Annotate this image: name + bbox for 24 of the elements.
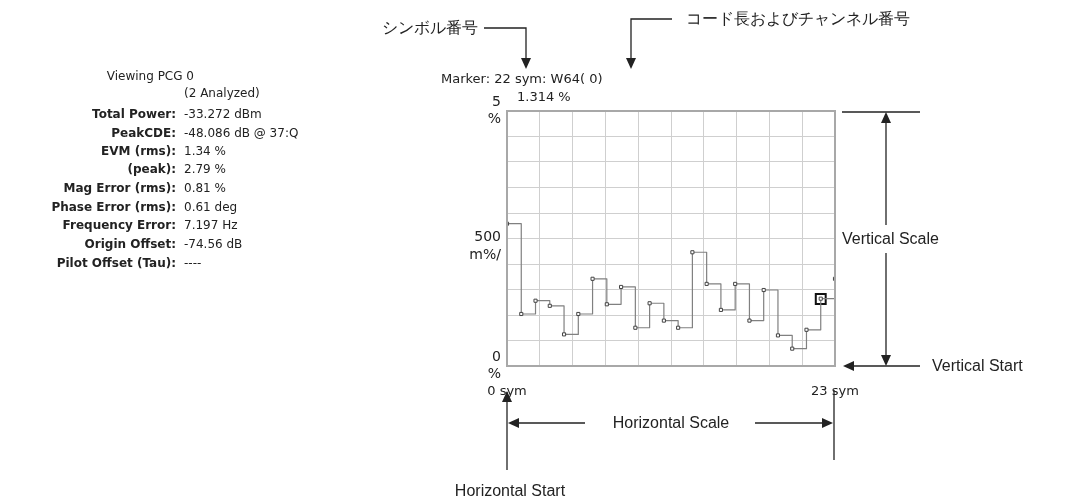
text: 500 m%/	[469, 228, 501, 263]
text: Frequency Error: 7.197 Hz	[62, 218, 238, 232]
text: Vertical Start	[932, 357, 1023, 374]
text: EVM (rms): 1.34 %	[101, 144, 226, 158]
text: Mag Error (rms): 0.81 %	[63, 181, 226, 195]
y-tick-label: 5 %	[487, 93, 501, 127]
text: Viewing PCG 0	[106, 69, 194, 83]
x-tick-label: 23 sym	[811, 383, 859, 399]
text: Total Power: -33.272 dBm	[92, 107, 262, 121]
text: Marker: 22 sym: W64( 0)	[441, 71, 603, 86]
x-tick-label: 0 sym	[487, 383, 527, 399]
text: Origin Offset: -74.56 dB	[84, 237, 243, 251]
text: (2 Analyzed)	[184, 86, 260, 100]
text: (peak): 2.79 %	[127, 162, 226, 176]
text: Pilot Offset (Tau): ----	[56, 256, 202, 270]
text: コード長およびチャンネル番号	[686, 10, 910, 27]
y-tick-label: 0 %	[487, 348, 501, 382]
text: 1.314 %	[517, 89, 571, 104]
text: Vertical Scale	[842, 230, 939, 247]
text: シンボル番号	[382, 19, 478, 36]
text: PeakCDE: -48.086 dB @ 37:Q	[111, 126, 299, 140]
text: Horizontal Start	[454, 482, 566, 499]
text: Horizontal Scale	[612, 414, 730, 431]
text: Phase Error (rms): 0.61 deg	[51, 200, 238, 214]
